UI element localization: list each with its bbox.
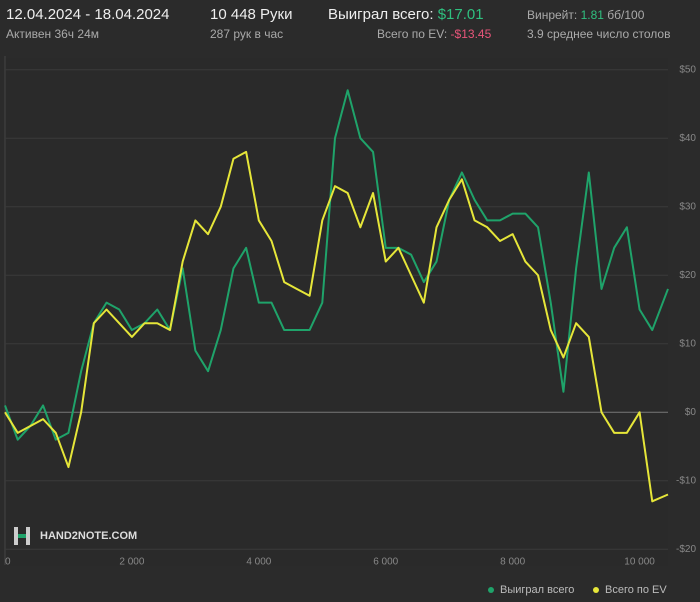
- logo-icon: [18, 534, 26, 538]
- winrate-unit: бб/100: [607, 8, 645, 22]
- series-line: [4, 89, 669, 441]
- won-value: $17.01: [437, 6, 484, 23]
- y-tick-label: $50: [679, 64, 696, 75]
- ev-label: Всего по EV:: [377, 27, 448, 41]
- logo-text: HAND2NOTE.COM: [40, 530, 137, 542]
- y-tick-label: $40: [679, 133, 696, 144]
- logo: HAND2NOTE.COM: [14, 527, 137, 545]
- winrate-value: 1.81: [580, 8, 604, 22]
- y-tick-label: -$10: [676, 475, 696, 486]
- y-tick-label: $0: [685, 407, 697, 418]
- x-tick-label: 4 000: [246, 557, 271, 568]
- legend-label: Всего по EV: [605, 584, 667, 596]
- legend-label: Выиграл всего: [500, 584, 574, 596]
- y-tick-label: -$20: [676, 544, 696, 555]
- winrate-label: Винрейт:: [527, 8, 578, 22]
- x-tick-label: 6 000: [373, 557, 398, 568]
- period: 12.04.2024 - 18.04.2024: [6, 6, 170, 23]
- y-tick-label: $10: [679, 338, 696, 349]
- y-tick-label: $30: [679, 201, 696, 212]
- x-tick-label: 0: [5, 557, 11, 568]
- winrate: Винрейт: 1.81 бб/100: [527, 8, 644, 22]
- ev-value: -$13.45: [450, 27, 492, 41]
- ev-total: Всего по EV: -$13.45: [377, 27, 491, 41]
- legend-marker: [488, 587, 494, 593]
- x-tick-label: 8 000: [500, 557, 525, 568]
- won-total: Выиграл всего: $17.01: [328, 6, 484, 23]
- active-time: Активен 36ч 24м: [6, 27, 99, 41]
- x-tick-label: 2 000: [119, 557, 144, 568]
- hands: 10 448 Руки: [210, 6, 293, 23]
- logo-icon: [14, 527, 18, 545]
- plot-area: [5, 58, 668, 566]
- legend-marker: [593, 587, 599, 593]
- hands-per-hour: 287 рук в час: [210, 27, 284, 41]
- tables: 3.9 среднее число столов: [527, 27, 671, 41]
- y-tick-label: $20: [679, 270, 696, 281]
- logo-icon: [26, 527, 30, 545]
- series-line: [4, 150, 669, 503]
- won-label: Выиграл всего:: [328, 6, 434, 23]
- x-tick-label: 10 000: [624, 557, 655, 568]
